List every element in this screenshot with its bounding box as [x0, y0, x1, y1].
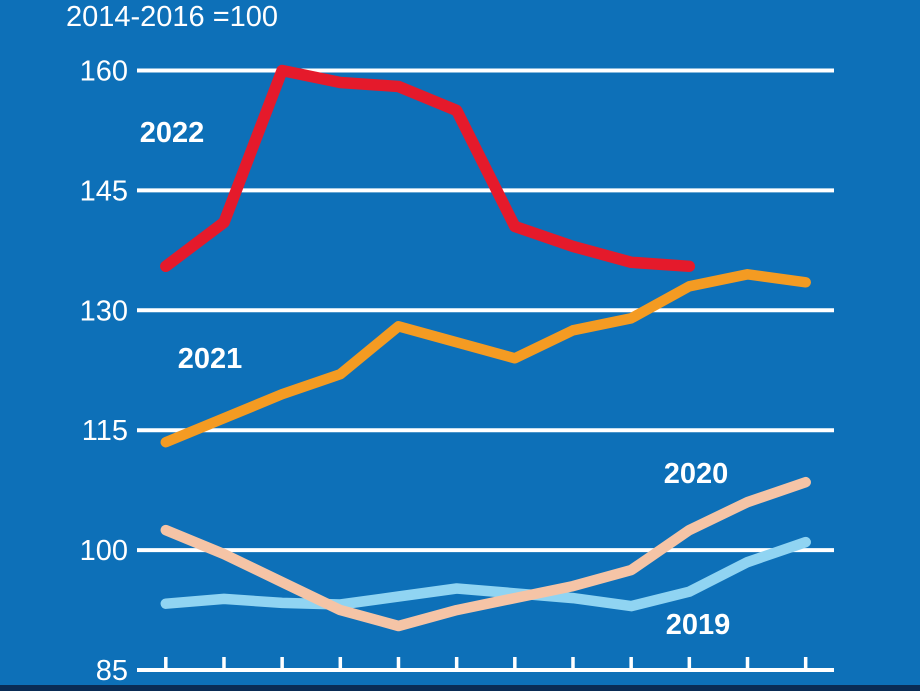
series-label-2019: 2019 — [666, 609, 731, 641]
y-tick-label: 100 — [80, 535, 128, 567]
y-tick-label: 85 — [96, 655, 128, 687]
y-tick-label: 160 — [80, 56, 128, 88]
series-label-2022: 2022 — [140, 117, 205, 149]
series-line-2019 — [160, 536, 811, 612]
series-label-2020: 2020 — [664, 458, 729, 490]
footer-accent-bar — [0, 685, 920, 691]
chart-title: 2014-2016 =100 — [66, 1, 279, 33]
series-line-2022 — [160, 64, 696, 273]
series-label-2021: 2021 — [178, 343, 243, 375]
y-tick-label: 115 — [82, 415, 128, 447]
series-line-2021 — [160, 269, 811, 448]
series-line-2020 — [160, 476, 811, 632]
y-tick-label: 130 — [80, 295, 128, 327]
y-tick-label: 145 — [80, 175, 128, 207]
